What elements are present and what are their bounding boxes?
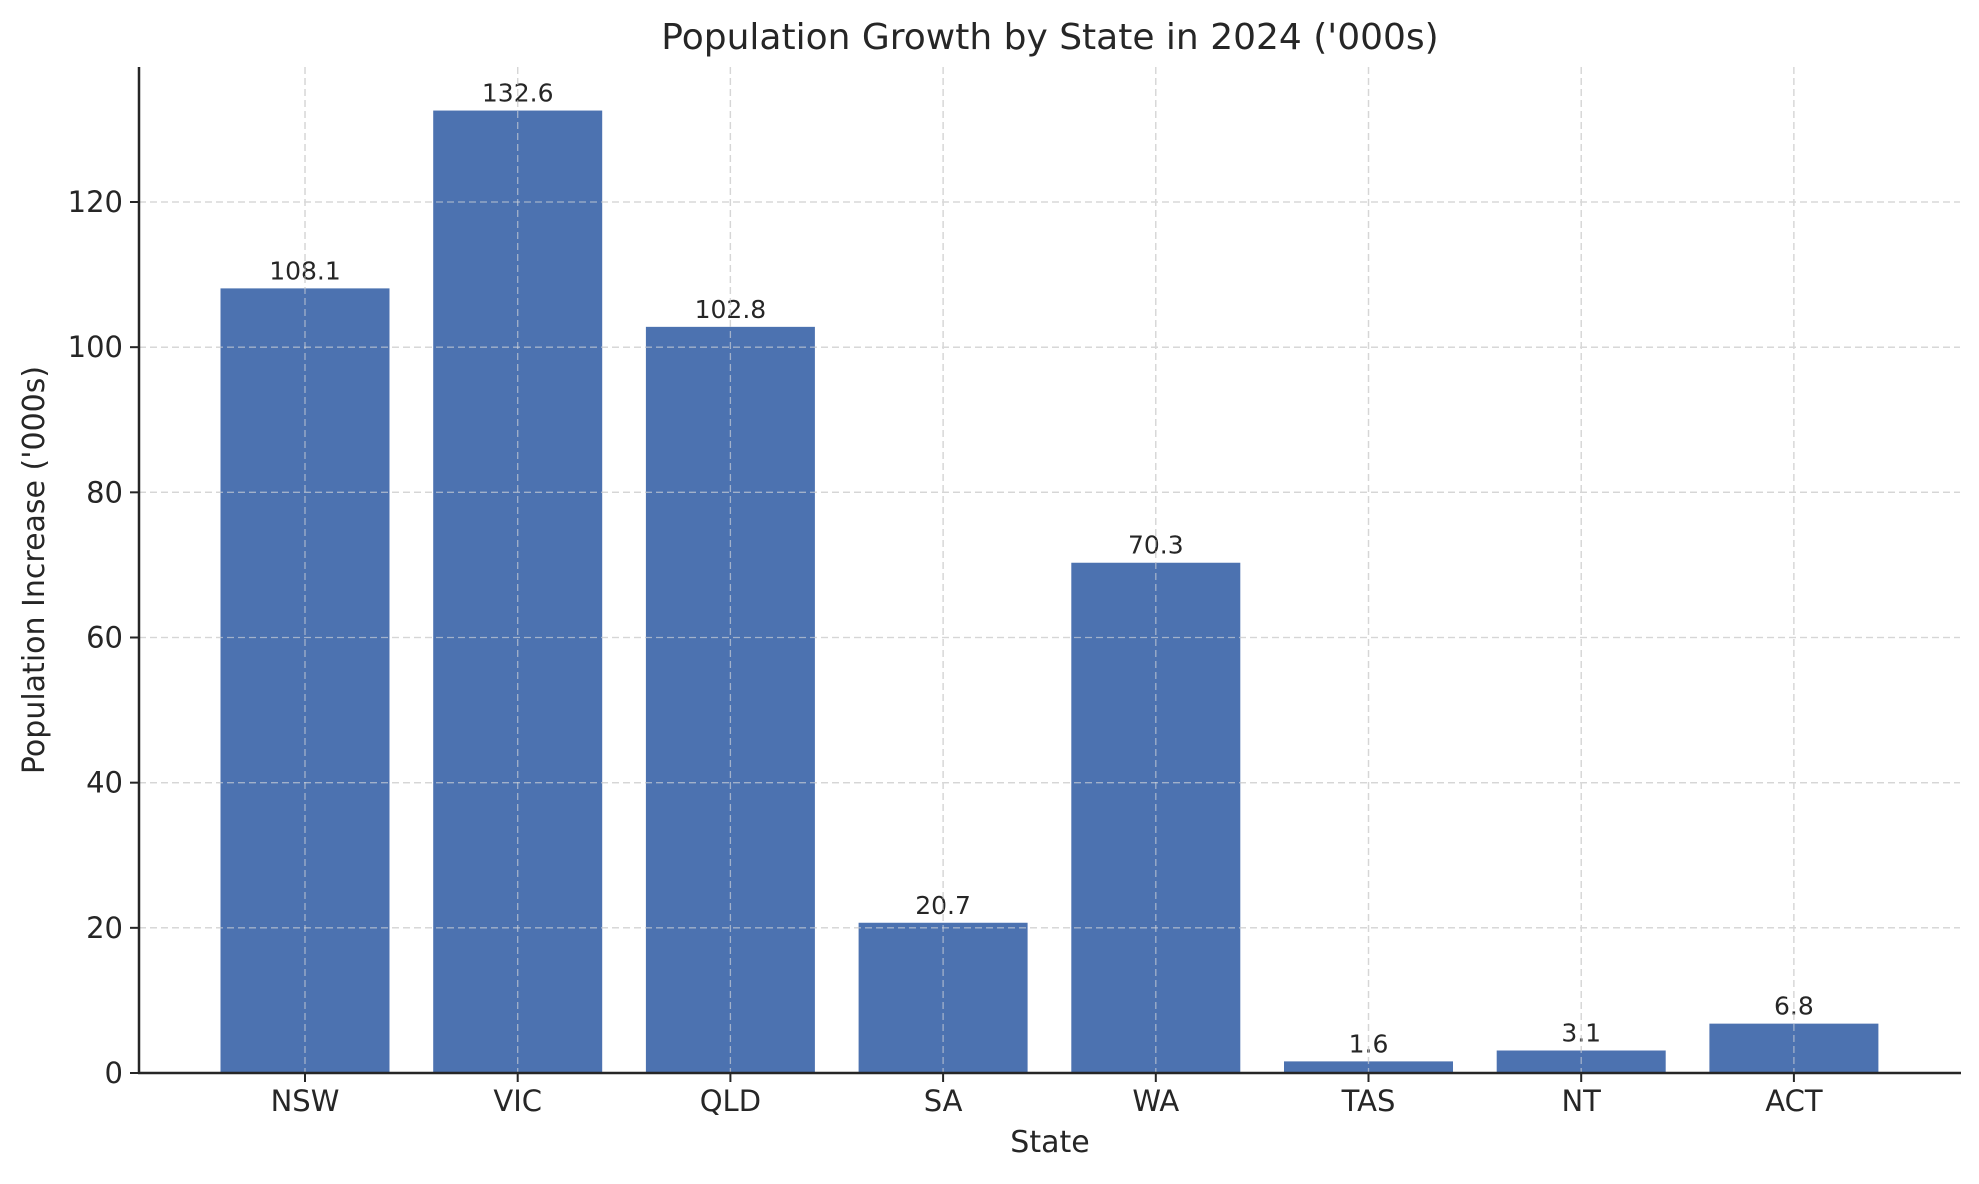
y-tick-label: 0 (105, 1056, 123, 1090)
x-tick-label: SA (924, 1084, 963, 1118)
y-tick-label: 100 (68, 330, 123, 364)
grid-lines (139, 67, 1960, 1073)
y-ticks: 0 20 40 60 80 100 120 (68, 185, 139, 1090)
x-axis-label: State (1010, 1125, 1089, 1160)
x-tick-label: NSW (271, 1084, 340, 1118)
data-label-nt: 3.1 (1561, 1018, 1601, 1047)
y-tick-label: 40 (86, 766, 123, 800)
y-tick-label: 120 (68, 185, 123, 219)
x-tick-label: TAS (1341, 1084, 1396, 1118)
y-axis-label: Population Increase ('000s) (17, 366, 52, 774)
x-tick-label: WA (1132, 1084, 1179, 1118)
y-tick-label: 60 (86, 621, 123, 655)
x-tick-label: ACT (1765, 1084, 1823, 1118)
bar-nsw (220, 288, 390, 1073)
x-tick-label: VIC (493, 1084, 542, 1118)
x-ticks: NSW VIC QLD SA WA TAS NT ACT (271, 1073, 1823, 1118)
y-tick-label: 20 (86, 911, 123, 945)
data-label-tas: 1.6 (1349, 1029, 1389, 1058)
chart-title: Population Growth by State in 2024 ('000… (661, 17, 1438, 58)
bars (220, 110, 1879, 1073)
bar-tas (1284, 1061, 1453, 1073)
x-tick-label: NT (1561, 1084, 1601, 1118)
y-tick-label: 80 (86, 475, 123, 509)
x-tick-label: QLD (700, 1084, 761, 1118)
